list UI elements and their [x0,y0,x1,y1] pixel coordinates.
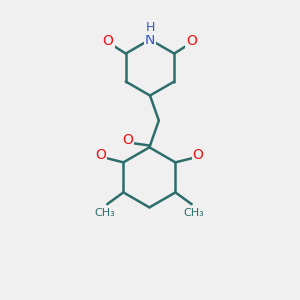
Text: H: H [145,21,155,34]
Text: O: O [193,148,203,162]
Text: O: O [103,34,113,48]
Text: O: O [187,34,197,48]
Text: N: N [145,33,155,46]
Text: CH₃: CH₃ [94,208,115,218]
Text: O: O [95,148,106,162]
Text: CH₃: CH₃ [184,208,204,218]
Text: O: O [122,133,133,147]
